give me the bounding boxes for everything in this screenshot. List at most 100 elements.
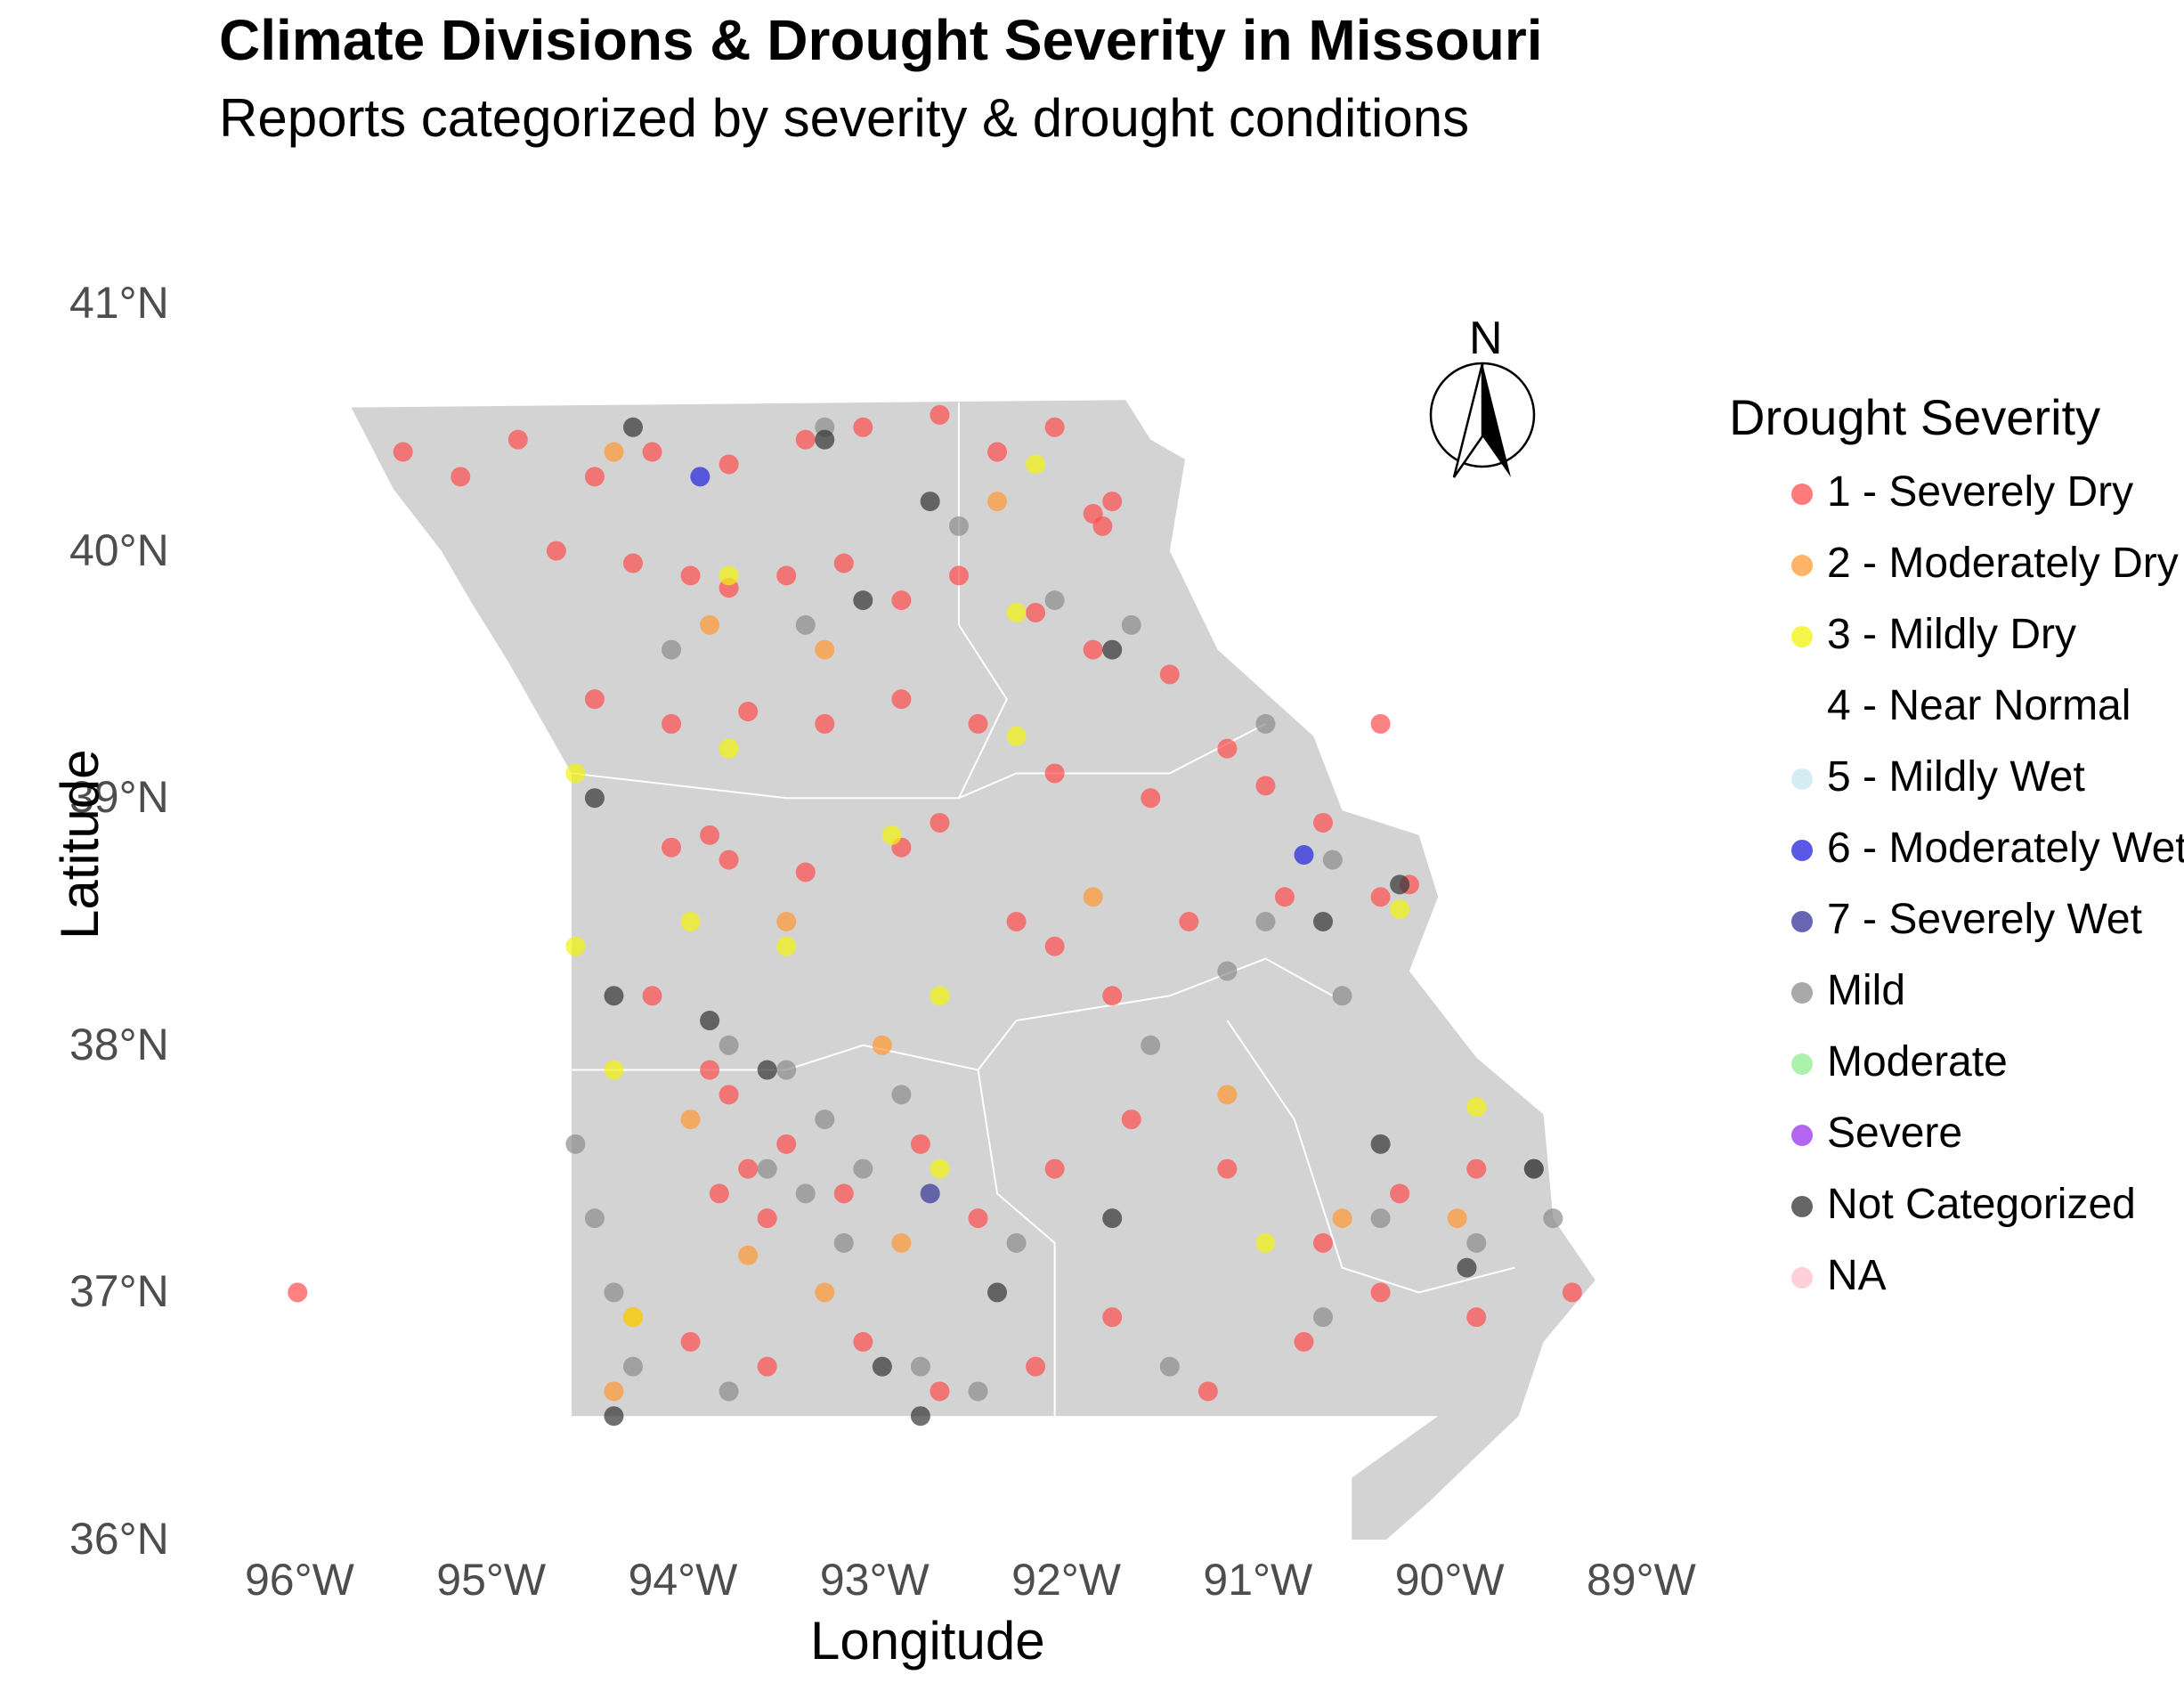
report-point [584, 1208, 605, 1229]
x-tick-label: 90°W [1394, 1555, 1505, 1605]
report-point [910, 1356, 930, 1377]
legend-swatch [1791, 484, 1813, 505]
y-tick-label: 39°N [69, 772, 169, 823]
report-point [1159, 664, 1180, 685]
report-point [1332, 1208, 1352, 1229]
legend-title: Drought Severity [1729, 389, 2101, 445]
chart-title: Climate Divisions & Drought Severity in … [219, 8, 1543, 72]
report-point [622, 1356, 643, 1377]
report-point [1466, 1158, 1487, 1179]
legend-item: 5 - Mildly Wet [1729, 749, 2100, 820]
report-point [1044, 1158, 1065, 1179]
report-point [1026, 603, 1046, 622]
report-point [795, 429, 816, 450]
report-point [910, 1134, 930, 1154]
y-tick-label: 40°N [69, 524, 169, 575]
legend-item: Moderate [1729, 1034, 2100, 1105]
report-point [1217, 738, 1238, 759]
report-point [1370, 713, 1391, 734]
legend-swatch [1791, 555, 1813, 576]
legend: Drought Severity 1 - Severely Dry 2 - Mod… [1729, 388, 2184, 1319]
report-point [1294, 845, 1314, 866]
report-point [920, 492, 940, 512]
report-point [738, 1158, 759, 1179]
legend-item: 2 - Moderately Dry [1729, 535, 2179, 606]
report-point [680, 1331, 701, 1352]
legend-label: Not Categorized [1827, 1181, 2136, 1228]
report-point [853, 1158, 873, 1179]
x-tick-label: 96°W [245, 1555, 354, 1605]
chart-subtitle: Reports categorized by severity & drough… [219, 88, 1470, 148]
report-point [1141, 788, 1161, 809]
report-point [1523, 1158, 1544, 1179]
missouri-state-shape [351, 400, 1595, 1540]
north-arrow-icon [1429, 362, 1536, 478]
report-point [700, 825, 720, 845]
y-tick-label: 37°N [69, 1266, 169, 1317]
report-point [1102, 1208, 1123, 1229]
legend-label: Severe [1827, 1110, 1963, 1157]
legend-label: Moderate [1827, 1038, 2008, 1085]
legend-item: 7 - Severely Wet [1729, 891, 2142, 963]
report-point [1092, 516, 1113, 536]
report-point [680, 565, 701, 586]
report-point [584, 788, 605, 809]
report-point [1044, 590, 1065, 611]
division-border [1226, 1020, 1515, 1294]
report-point [910, 1406, 930, 1427]
report-point [987, 492, 1008, 512]
report-point [662, 639, 682, 660]
report-point [891, 590, 912, 611]
report-point [1543, 1208, 1563, 1229]
report-point [1447, 1208, 1467, 1229]
report-point [1255, 1232, 1276, 1253]
legend-item: 3 - Mildly Dry [1729, 606, 2100, 678]
report-point [1179, 912, 1199, 931]
report-point [1390, 874, 1410, 895]
legend-label: 4 - Near Normal [1827, 682, 2131, 729]
report-point [757, 1356, 777, 1377]
report-point [1217, 961, 1238, 981]
report-point [700, 1060, 720, 1080]
report-point [1562, 1282, 1582, 1303]
report-point [719, 454, 739, 475]
report-point [1044, 936, 1065, 956]
legend-swatch [1791, 1053, 1813, 1075]
report-point [1102, 1307, 1123, 1328]
report-point [1313, 1307, 1334, 1328]
report-point [1294, 1331, 1314, 1352]
legend-label: 1 - Severely Dry [1827, 468, 2134, 516]
report-point [584, 467, 605, 487]
report-point [776, 1134, 797, 1154]
report-point [642, 986, 662, 1006]
x-tick-label: 95°W [436, 1555, 547, 1605]
report-point [795, 1183, 816, 1204]
legend-label: 2 - Moderately Dry [1827, 540, 2179, 587]
report-point [738, 702, 759, 722]
report-point [930, 1158, 950, 1179]
report-point [872, 1356, 892, 1377]
report-point [546, 541, 566, 561]
report-point [565, 936, 586, 956]
report-point [1198, 1381, 1218, 1402]
report-point [1006, 912, 1027, 931]
report-point [584, 689, 605, 710]
report-point [1121, 614, 1141, 635]
report-point [757, 1158, 777, 1179]
report-point [709, 1183, 729, 1204]
report-point [1457, 1257, 1477, 1278]
report-point [604, 1282, 624, 1303]
north-label: N [1469, 313, 1503, 364]
report-point [853, 590, 873, 611]
y-tick-label: 38°N [69, 1019, 169, 1069]
report-point [1026, 454, 1046, 475]
report-point [853, 417, 873, 437]
legend-item: 6 - Moderately Wet [1729, 820, 2184, 891]
report-point [1083, 887, 1103, 907]
legend-label: NA [1827, 1252, 1887, 1299]
report-point [680, 912, 701, 931]
report-point [815, 1282, 835, 1303]
report-point [1217, 1158, 1238, 1179]
report-point [719, 1381, 739, 1402]
report-point [1255, 713, 1276, 734]
